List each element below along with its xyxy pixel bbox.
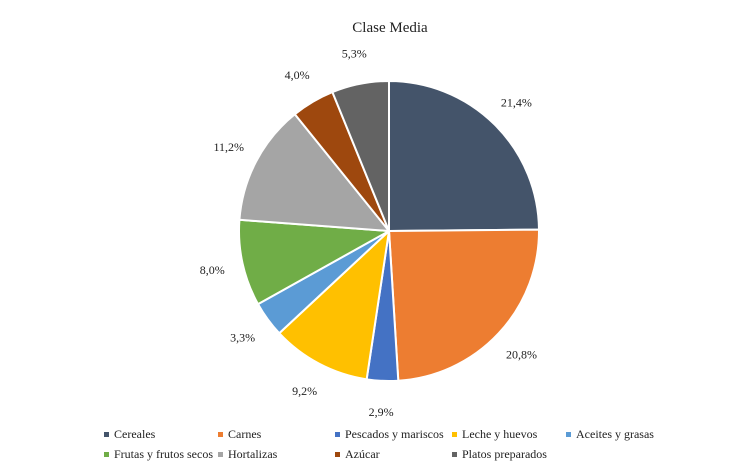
legend-swatch: [104, 451, 109, 457]
legend-item-carnes: Carnes: [218, 426, 261, 442]
legend-label: Aceites y grasas: [576, 427, 654, 441]
legend-swatch: [452, 431, 457, 437]
data-label-8: 5,3%: [342, 46, 367, 60]
pie-slice-0: [388, 80, 540, 232]
legend-swatch: [218, 451, 223, 457]
legend-swatch: [566, 431, 571, 437]
legend-label: Pescados y mariscos: [345, 427, 444, 441]
data-label-1: 20,8%: [506, 347, 537, 361]
legend-label: Platos preparados: [462, 447, 547, 461]
legend-item-platos: Platos preparados: [452, 446, 547, 462]
legend-swatch: [218, 431, 223, 437]
legend-item-hortalizas: Hortalizas: [218, 446, 277, 462]
pie-slice-5: [238, 218, 390, 306]
legend-item-frutas: Frutas y frutos secos: [104, 446, 213, 462]
legend-row: Frutas y frutos secos Hortalizas Azúcar …: [104, 446, 704, 466]
legend-label: Cereales: [114, 427, 156, 441]
data-label-3: 9,2%: [292, 384, 317, 398]
legend-row: Cereales Carnes Pescados y mariscos Lech…: [104, 426, 704, 446]
legend-swatch: [335, 431, 340, 437]
legend-item-cereales: Cereales: [104, 426, 155, 442]
chart-title: Clase Media: [352, 20, 428, 36]
data-label-7: 4,0%: [285, 68, 310, 82]
data-label-0: 21,4%: [501, 95, 532, 109]
legend-item-leche: Leche y huevos: [452, 426, 537, 442]
legend-label: Leche y huevos: [462, 427, 538, 441]
legend-label: Azúcar: [345, 447, 380, 461]
data-label-6: 11,2%: [213, 140, 244, 154]
legend: Cereales Carnes Pescados y mariscos Lech…: [104, 426, 704, 466]
pie-slice-6: [238, 113, 390, 232]
legend-swatch: [335, 451, 340, 457]
legend-item-azucar: Azúcar: [335, 446, 380, 462]
data-label-2: 2,9%: [369, 405, 394, 419]
legend-label: Frutas y frutos secos: [114, 447, 213, 461]
legend-swatch: [452, 451, 457, 457]
pie-slice-3: [278, 230, 390, 381]
pie-slice-1: [388, 228, 540, 382]
legend-label: Carnes: [228, 427, 262, 441]
data-label-4: 3,3%: [230, 331, 255, 345]
legend-item-aceites: Aceites y grasas: [566, 426, 654, 442]
legend-swatch: [104, 431, 109, 437]
legend-label: Hortalizas: [228, 447, 278, 461]
legend-item-pescados: Pescados y mariscos: [335, 426, 444, 442]
pie-slice-8: [331, 80, 390, 232]
data-label-5: 8,0%: [200, 263, 225, 277]
